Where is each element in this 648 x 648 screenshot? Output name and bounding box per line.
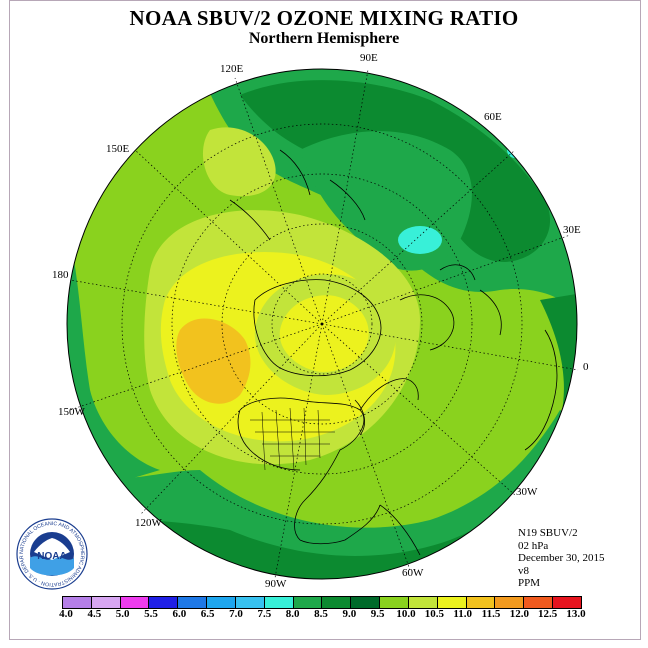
colorbar-tick-label: 4.5: [87, 608, 102, 620]
colorbar-tick-label: 12.5: [538, 608, 558, 620]
colorbar-tick-label: 6.0: [172, 608, 187, 620]
colorbar-cell: [91, 597, 121, 608]
lon-label-90e: 90E: [360, 52, 378, 64]
colorbar-tick-label: 7.0: [229, 608, 243, 620]
colorbar-tick-label: 7.5: [257, 608, 272, 620]
colorbar-cell: [466, 597, 496, 608]
info-units: PPM: [518, 577, 541, 589]
coastlines: [229, 149, 558, 556]
lon-label-0: 0: [583, 361, 589, 373]
colorbar-tick-label: 10.0: [396, 608, 416, 620]
colorbar-cell: [149, 597, 179, 608]
colorbar-cell: [293, 597, 323, 608]
colorbar: [62, 596, 582, 609]
colorbar-tick-label: 13.0: [566, 608, 586, 620]
colorbar-labels: 4.0 4.5 5.0 5.5 6.0 6.5 7.0 7.5 8.0 8.5 9.0 9.5 10.0…: [0, 608, 648, 624]
colorbar-tick-label: 5.5: [144, 608, 158, 620]
map-title: NOAA SBUV/2 OZONE MIXING RATIO: [129, 6, 519, 30]
colorbar-cell: [495, 597, 525, 608]
field-10-5-polar: [279, 295, 369, 372]
colorbar-cell: [264, 597, 294, 608]
colorbar-tick-label: 9.5: [370, 608, 385, 620]
colorbar-cell: [553, 597, 581, 608]
colorbar-tick-label: 5.0: [115, 608, 130, 620]
colorbar-cell: [408, 597, 438, 608]
colorbar-cell: [63, 597, 92, 608]
colorbar-tick-label: 10.5: [424, 608, 444, 620]
lon-label-180: 180: [52, 269, 69, 281]
state-borders: [250, 407, 335, 471]
noaa-logo: NATIONAL OCEANIC AND ATMOSPHERIC ADMINIS…: [16, 518, 88, 590]
graticule: [69, 69, 579, 579]
lon-label-30e: 30E: [563, 224, 581, 236]
field-11-0: [176, 318, 251, 404]
map-subtitle: Northern Hemisphere: [248, 30, 400, 47]
colorbar-tick-label: 4.0: [59, 608, 73, 620]
colorbar-cell: [524, 597, 554, 608]
field-7-5-edge: [507, 142, 523, 158]
colorbar-tick-label: 8.0: [285, 608, 300, 620]
colorbar-tick-label: 12.0: [509, 608, 529, 620]
colorbar-cell: [207, 597, 236, 608]
field-8-5-right: [540, 290, 577, 420]
field-7-5-blob: [398, 226, 442, 254]
colorbar-cell: [120, 597, 150, 608]
info-pressure: 02 hPa: [518, 539, 549, 552]
colorbar-tick-label: 8.5: [314, 608, 328, 620]
colorbar-cell: [235, 597, 265, 608]
colorbar-cell: [178, 597, 208, 608]
lon-label-150e: 150E: [106, 143, 130, 155]
info-block: N19 SBUV/2 02 hPa December 30, 2015 v8 P…: [518, 527, 604, 590]
lon-label-60w: 60W: [402, 567, 424, 579]
field-10-0-small: [202, 127, 276, 197]
colorbar-cell: [437, 597, 467, 608]
colorbar-cell: [380, 597, 409, 608]
info-date: December 30, 2015: [518, 552, 605, 564]
colorbar-tick-label: 11.0: [453, 608, 472, 620]
colorbar-tick-label: 9.0: [342, 608, 357, 620]
lon-label-30w: 30W: [516, 486, 538, 498]
lon-label-150w: 150W: [58, 406, 86, 418]
colorbar-cell: [322, 597, 352, 608]
lon-label-60e: 60E: [484, 111, 502, 123]
colorbar-cell: [351, 597, 381, 608]
map-boundary: [66, 68, 578, 580]
logo-text: NOAA: [37, 551, 66, 562]
colorbar-tick-label: 11.5: [481, 608, 501, 620]
colorbar-tick-label: 6.5: [200, 608, 215, 620]
info-satellite: N19 SBUV/2: [518, 527, 578, 539]
lon-label-90w: 90W: [265, 578, 287, 590]
info-version: v8: [518, 564, 529, 577]
lon-label-120w: 120W: [135, 517, 163, 529]
lon-label-120e: 120E: [220, 63, 244, 75]
